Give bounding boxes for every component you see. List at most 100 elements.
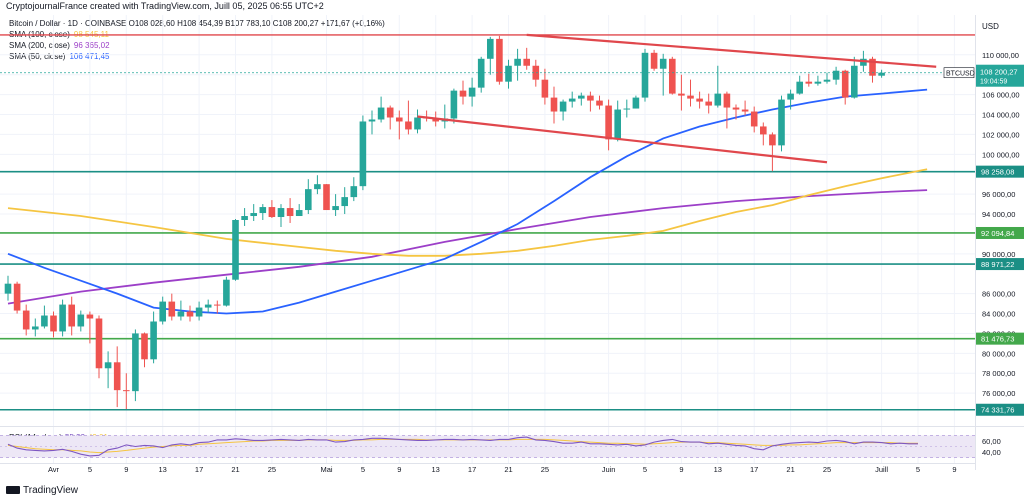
time-tick-label: Mai (320, 465, 332, 474)
ohlc-values: O108 028,60 H108 454,39 B107 783,10 C108… (128, 19, 385, 28)
candle (550, 97, 558, 112)
price-tick-label: 80 000,00 (982, 349, 1015, 358)
symbol-badge-label: BTCUSD (946, 71, 975, 78)
candle (523, 58, 530, 66)
candle (832, 70, 840, 80)
time-tick-label: 17 (750, 465, 758, 474)
candle (587, 95, 594, 101)
price-tick-label: 84 000,00 (982, 310, 1015, 319)
candle (268, 207, 276, 218)
sma200-value: 96 365,02 (73, 41, 110, 50)
time-tick-label: 13 (432, 465, 440, 474)
level-badge (976, 332, 1024, 345)
candle (632, 97, 640, 109)
candle (878, 72, 885, 76)
candle (741, 109, 749, 112)
candle (305, 189, 312, 211)
candle (104, 362, 112, 369)
candle (77, 314, 85, 327)
candle (323, 184, 330, 211)
candle (423, 117, 430, 119)
candle (259, 207, 267, 214)
candle (123, 390, 130, 392)
candle (113, 362, 121, 391)
time-tick-label: 25 (268, 465, 276, 474)
rsi-line (7, 436, 918, 457)
candle (477, 58, 485, 88)
candle (223, 279, 230, 306)
price-tick-label: 106 000,00 (982, 91, 1020, 100)
candle (159, 301, 166, 322)
legend-sma100[interactable]: SMA (100, close) 98 545,11 (9, 30, 109, 39)
legend-sma50[interactable]: SMA (50, close) 106 471,45 (9, 52, 110, 61)
candle (195, 307, 203, 317)
sma100-line (7, 168, 928, 257)
candle (41, 315, 48, 327)
price-tick-label: 100 000,00 (982, 150, 1020, 159)
candle (396, 117, 403, 122)
candle (614, 109, 621, 140)
tradingview-logo-text: TradingView (23, 485, 79, 496)
candle (769, 134, 776, 146)
candle (32, 326, 39, 330)
rsi-ma-value: 49,01 (87, 433, 108, 442)
candle (678, 93, 685, 96)
candle (432, 118, 439, 122)
rsi-legend[interactable]: RSI (14, close) 55,22 49,01 (9, 433, 108, 442)
candle (359, 121, 367, 187)
candle (814, 81, 822, 84)
candle (532, 65, 540, 80)
candle (177, 311, 185, 317)
candle (696, 98, 703, 102)
time-tick-label: 5 (88, 465, 92, 474)
time-tick-label: 17 (195, 465, 203, 474)
candle (487, 38, 494, 59)
candle (286, 208, 294, 217)
sma100-value: 98 545,11 (73, 30, 109, 39)
trendline-lower (417, 115, 828, 164)
candle (13, 283, 21, 311)
time-tick-label: 25 (541, 465, 549, 474)
symbol-line[interactable]: Bitcoin / Dollar · 1D · COINBASE O108 02… (9, 18, 385, 29)
price-tick-label: 94 000,00 (982, 210, 1015, 219)
time-tick-label: 21 (504, 465, 512, 474)
candle (641, 52, 649, 98)
legend-sma200[interactable]: SMA (200, close) 96 365,02 (9, 41, 110, 50)
candle (541, 79, 549, 98)
candle (723, 93, 731, 108)
price-badge (976, 64, 1024, 87)
rsi-ma-line (7, 438, 918, 454)
chart-credit: CryptojournalFrance created with Trading… (6, 1, 324, 11)
candle (4, 283, 12, 294)
price-badge-timer: 19:04:59 (980, 79, 1007, 86)
candle (150, 321, 157, 360)
candle (377, 107, 385, 120)
price-tick-label: 90 000,00 (982, 250, 1015, 259)
time-tick-label: 13 (159, 465, 167, 474)
candle (596, 100, 603, 106)
time-tick-label: 25 (823, 465, 831, 474)
candle (59, 304, 66, 332)
currency-label: USD (982, 22, 999, 31)
candle (732, 107, 740, 110)
candle (332, 206, 339, 211)
level-badge-label: 81 476,73 (981, 335, 1014, 344)
tradingview-logo[interactable]: TradingView (6, 485, 78, 496)
price-tick-label: 96 000,00 (982, 190, 1015, 199)
level-badge (976, 226, 1024, 239)
time-tick-label: 9 (679, 465, 683, 474)
level-badge (976, 258, 1024, 271)
time-tick-label: 9 (124, 465, 128, 474)
candle (851, 65, 858, 98)
candle (68, 304, 75, 327)
candle (659, 58, 667, 69)
price-tick-label: 76 000,00 (982, 389, 1015, 398)
price-tick-label: 78 000,00 (982, 369, 1015, 378)
candle (214, 304, 221, 306)
sma200-line (7, 189, 928, 305)
time-tick-label: 9 (397, 465, 401, 474)
candle (705, 101, 712, 106)
candle (368, 119, 376, 122)
level-badge-label: 88 971,22 (981, 260, 1014, 269)
